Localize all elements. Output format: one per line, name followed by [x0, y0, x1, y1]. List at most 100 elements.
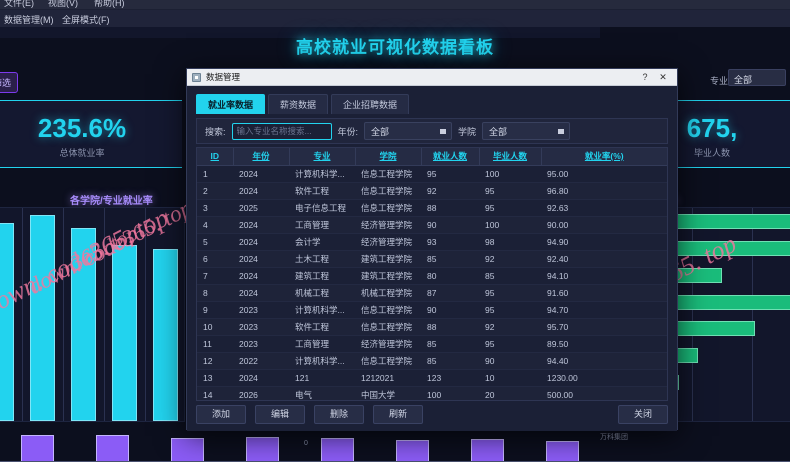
menu-item-file[interactable]: 文件(E): [4, 0, 34, 8]
table-row[interactable]: 14 2026 电气 中国大学 100 20 500.00: [197, 386, 667, 400]
filter-bar: 搜索: 年份: 全部 学院 全部: [196, 118, 668, 144]
table-cell-major: 土木工程: [289, 250, 355, 268]
gridline: [63, 208, 64, 421]
table-cell-major: 121: [289, 369, 355, 387]
table-row[interactable]: 4 2024 工商管理 经济管理学院 90 100 90.00: [197, 216, 667, 234]
column-header-major[interactable]: 专业: [289, 148, 356, 166]
gridline: [22, 208, 23, 421]
bar: [396, 439, 429, 462]
table-row[interactable]: 13 2024 121 1212021 123 10 1230.00: [197, 369, 667, 387]
table-row[interactable]: 5 2024 会计学 经济管理学院 93 98 94.90: [197, 233, 667, 251]
bar: [112, 244, 137, 421]
table-cell-major: 工商管理: [289, 216, 355, 234]
delete-button[interactable]: 删除: [314, 404, 364, 424]
column-header-rate[interactable]: 就业率(%): [541, 148, 667, 166]
table-row[interactable]: 11 2023 工商管理 经济管理学院 85 95 89.50: [197, 335, 667, 353]
table-row[interactable]: 1 2024 计算机科学... 信息工程学院 95 100 95.00: [197, 165, 667, 183]
refresh-button[interactable]: 刷新: [373, 404, 423, 424]
help-icon[interactable]: ?: [642, 72, 648, 82]
table-row[interactable]: 2 2024 软件工程 信息工程学院 92 95 96.80: [197, 182, 667, 200]
menu-item-data-management[interactable]: 数据管理(M): [4, 15, 54, 25]
table-cell-id: 13: [197, 369, 233, 387]
bar: [471, 439, 504, 462]
column-header-college[interactable]: 学院: [355, 148, 422, 166]
table-cell-college: 经济管理学院: [355, 233, 421, 251]
table-cell-employed: 85: [421, 352, 479, 370]
year-select[interactable]: 全部: [364, 122, 453, 140]
table-cell-id: 12: [197, 352, 233, 370]
column-header-employed[interactable]: 就业人数: [421, 148, 480, 166]
data-table-container[interactable]: ID 年份 专业 学院 就业人数 毕业人数 就业率(%) 1 2024 计算机科学.…: [196, 147, 668, 401]
table-cell-major: 工商管理: [289, 335, 355, 353]
filter-chip[interactable]: 筛选: [0, 72, 19, 93]
table-cell-major: 计算机科学...: [289, 165, 355, 183]
major-filter-select[interactable]: 全部: [728, 69, 786, 86]
bar: [321, 438, 354, 462]
close-icon[interactable]: ✕: [659, 71, 667, 82]
table-cell-year: 2024: [233, 182, 289, 200]
table-row[interactable]: 3 2025 电子信息工程 信息工程学院 88 95 92.63: [197, 199, 667, 217]
table-row[interactable]: 9 2023 计算机科学... 信息工程学院 90 95 94.70: [197, 301, 667, 319]
table-cell-college: 中国大学: [355, 386, 421, 400]
menu-item-fullscreen[interactable]: 全屏模式(F): [62, 15, 110, 25]
table-cell-rate: 94.90: [541, 233, 667, 251]
table-cell-id: 9: [197, 301, 233, 319]
close-button[interactable]: 关闭: [618, 404, 668, 424]
table-cell-graduates: 92: [479, 318, 541, 336]
table-cell-major: 电气: [289, 386, 355, 400]
add-button[interactable]: 添加: [196, 404, 246, 424]
table-cell-year: 2023: [233, 335, 289, 353]
table-row[interactable]: 7 2024 建筑工程 建筑工程学院 80 85 94.10: [197, 267, 667, 285]
axis-label-wanke: 万科集团: [600, 434, 628, 441]
bar: [21, 435, 54, 462]
bar: [96, 434, 129, 462]
table-cell-rate: 500.00: [541, 386, 667, 400]
year-label: 年份:: [337, 126, 359, 137]
menu-item-view[interactable]: 视图(V): [48, 0, 78, 8]
kpi-label-employment-rate: 总体就业率: [59, 148, 105, 158]
table-row[interactable]: 6 2024 土木工程 建筑工程学院 85 92 92.40: [197, 250, 667, 268]
app-icon: [192, 72, 201, 82]
table-cell-rate: 96.80: [541, 182, 667, 200]
table-cell-graduates: 95: [479, 335, 541, 353]
table-cell-year: 2024: [233, 216, 289, 234]
menu-item-help[interactable]: 帮助(H): [94, 0, 125, 8]
gridline: [692, 208, 693, 421]
college-select[interactable]: 全部: [482, 122, 571, 140]
table-header-row: ID 年份 专业 学院 就业人数 毕业人数 就业率(%): [197, 148, 667, 166]
column-header-id[interactable]: ID: [197, 148, 234, 166]
tab-salary[interactable]: 薪资数据: [268, 94, 329, 114]
search-label: 搜索:: [205, 126, 226, 137]
column-header-year[interactable]: 年份: [233, 148, 290, 166]
table-cell-college: 建筑工程学院: [355, 250, 421, 268]
dialog-titlebar[interactable]: 数据管理 ? ✕: [187, 69, 677, 86]
table-cell-graduates: 95: [479, 199, 541, 217]
chart-title-employment-by-college: 各学院/专业就业率: [70, 196, 153, 207]
tab-recruitment[interactable]: 企业招聘数据: [331, 94, 410, 114]
bar: [546, 440, 579, 462]
table-row[interactable]: 10 2023 软件工程 信息工程学院 88 92 95.70: [197, 318, 667, 336]
search-input[interactable]: [231, 122, 332, 140]
chevron-down-icon: [558, 129, 565, 134]
gridline: [145, 208, 146, 421]
table-cell-major: 电子信息工程: [289, 199, 355, 217]
table-cell-major: 软件工程: [289, 318, 355, 336]
table-cell-id: 6: [197, 250, 233, 268]
table-cell-year: 2023: [233, 301, 289, 319]
table-cell-rate: 94.40: [541, 352, 667, 370]
college-select-value: 全部: [489, 127, 508, 137]
tab-employment-rate[interactable]: 就业率数据: [196, 94, 266, 114]
table-cell-college: 信息工程学院: [355, 182, 421, 200]
table-cell-college: 信息工程学院: [355, 301, 421, 319]
table-row[interactable]: 8 2024 机械工程 机械工程学院 87 95 91.60: [197, 284, 667, 302]
kpi-value-graduates: 675,: [686, 113, 738, 143]
year-select-value: 全部: [371, 127, 390, 137]
column-header-graduates[interactable]: 毕业人数: [479, 148, 542, 166]
dialog-footer: 添加 编辑 删除 刷新 关闭: [196, 404, 668, 424]
table-cell-college: 信息工程学院: [355, 165, 421, 183]
table-cell-year: 2024: [233, 165, 289, 183]
edit-button[interactable]: 编辑: [255, 404, 305, 424]
table-cell-id: 11: [197, 335, 233, 353]
table-row[interactable]: 12 2022 计算机科学... 信息工程学院 85 90 94.40: [197, 352, 667, 370]
